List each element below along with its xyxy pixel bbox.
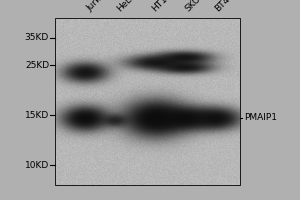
Text: PMAIP1: PMAIP1: [244, 114, 277, 122]
Text: 10KD: 10KD: [25, 160, 49, 170]
Bar: [55, 18, 240, 185]
Text: BT474: BT474: [213, 0, 239, 13]
Text: 35KD: 35KD: [25, 33, 49, 43]
Text: HT1080: HT1080: [150, 0, 181, 13]
Text: 15KD: 15KD: [25, 110, 49, 119]
Text: 25KD: 25KD: [25, 60, 49, 70]
Text: Jurkat: Jurkat: [85, 0, 110, 13]
Text: HeLa: HeLa: [115, 0, 137, 13]
Text: SKOV3: SKOV3: [183, 0, 211, 13]
